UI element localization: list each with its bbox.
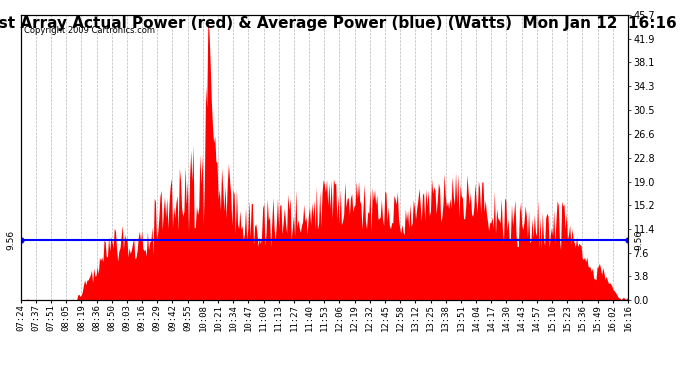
Text: Copyright 2009 Cartronics.com: Copyright 2009 Cartronics.com xyxy=(23,26,155,35)
Text: 9.56: 9.56 xyxy=(7,230,16,251)
Text: 9.56: 9.56 xyxy=(634,230,643,251)
Text: West Array Actual Power (red) & Average Power (blue) (Watts)  Mon Jan 12  16:16: West Array Actual Power (red) & Average … xyxy=(0,16,677,32)
